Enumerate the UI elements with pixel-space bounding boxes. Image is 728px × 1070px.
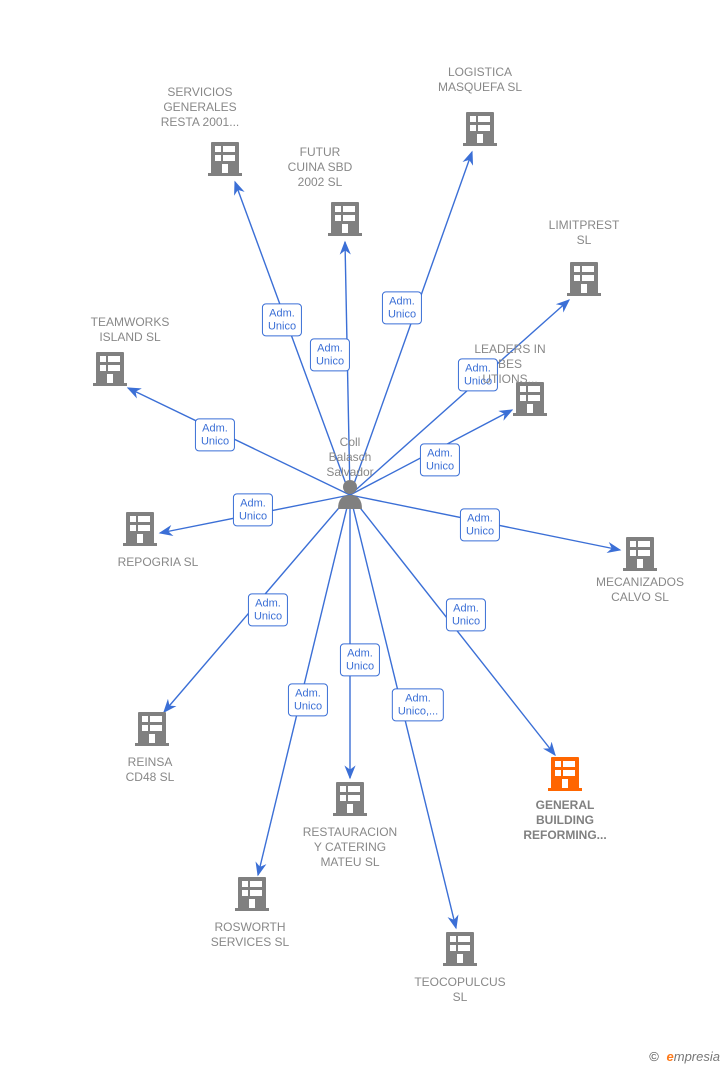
edge-label-repogria[interactable]: Adm. Unico xyxy=(233,493,273,526)
edge-label-leaders[interactable]: Adm. Unico xyxy=(420,443,460,476)
building-icon[interactable] xyxy=(123,512,157,546)
building-icon[interactable] xyxy=(333,782,367,816)
building-icon[interactable] xyxy=(513,382,547,416)
edge-label-teocopulcus[interactable]: Adm. Unico,... xyxy=(392,688,444,721)
brand-first-letter: e xyxy=(667,1049,674,1064)
copyright-symbol: © xyxy=(649,1049,659,1064)
building-icon[interactable] xyxy=(567,262,601,296)
edge-label-teamworks[interactable]: Adm. Unico xyxy=(195,418,235,451)
edge-label-rosworth[interactable]: Adm. Unico xyxy=(288,683,328,716)
building-icon[interactable] xyxy=(463,112,497,146)
edge-label-restauracion[interactable]: Adm. Unico xyxy=(340,643,380,676)
center-node-label[interactable]: Coll Balasch Salvador xyxy=(310,435,390,480)
building-icon[interactable] xyxy=(623,537,657,571)
building-icon[interactable] xyxy=(135,712,169,746)
watermark: © empresia xyxy=(649,1049,720,1064)
building-icon[interactable] xyxy=(235,877,269,911)
building-icon[interactable] xyxy=(208,142,242,176)
brand-rest: mpresia xyxy=(674,1049,720,1064)
network-canvas xyxy=(0,0,728,1070)
building-icon[interactable] xyxy=(93,352,127,386)
building-icon[interactable] xyxy=(443,932,477,966)
edge-label-logistica[interactable]: Adm. Unico xyxy=(382,291,422,324)
building-icon[interactable] xyxy=(548,757,582,791)
edge-label-reinsa[interactable]: Adm. Unico xyxy=(248,593,288,626)
edge-label-mecanizados[interactable]: Adm. Unico xyxy=(460,508,500,541)
edge-label-limitprest[interactable]: Adm. Unico xyxy=(458,358,498,391)
edge-label-futur[interactable]: Adm. Unico xyxy=(310,338,350,371)
building-icon[interactable] xyxy=(328,202,362,236)
edge-label-servicios[interactable]: Adm. Unico xyxy=(262,303,302,336)
edge-label-general[interactable]: Adm. Unico xyxy=(446,598,486,631)
